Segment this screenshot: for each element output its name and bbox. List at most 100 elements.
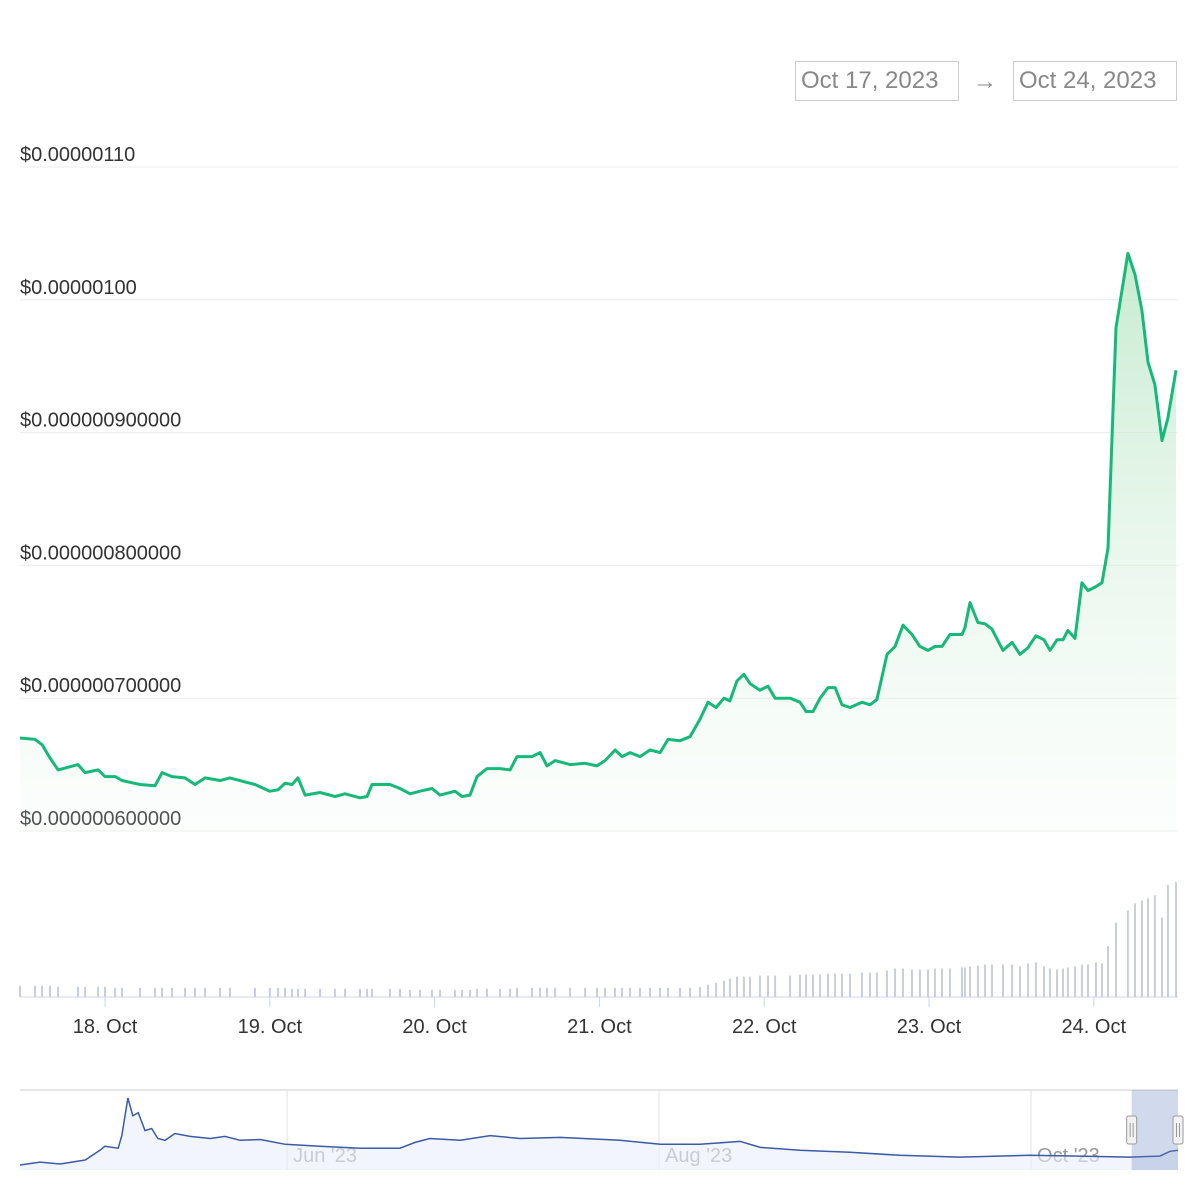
volume-bar	[620, 987, 623, 997]
volume-bar	[430, 989, 433, 997]
range-start-input[interactable]: Oct 17, 2023	[795, 61, 959, 101]
navigator-handle[interactable]	[1172, 1115, 1184, 1145]
volume-bar	[901, 968, 904, 997]
volume-bar	[976, 965, 979, 997]
y-tick-label: $0.00000100	[20, 277, 137, 299]
volume-bar	[758, 975, 761, 997]
y-tick-label: $0.000000700000	[20, 675, 181, 697]
volume-bar	[819, 974, 822, 997]
volume-bar	[366, 988, 369, 997]
volume-bar	[1166, 885, 1169, 997]
volume-bar	[204, 987, 207, 997]
volume-bar	[649, 987, 652, 997]
volume-bar	[894, 968, 897, 997]
volume-bar	[659, 987, 662, 997]
volume-bar	[722, 980, 725, 997]
range-end-input[interactable]: Oct 24, 2023	[1013, 61, 1177, 101]
volume-bar	[1115, 922, 1118, 997]
volume-bar	[153, 987, 156, 997]
volume-bar	[614, 987, 617, 997]
volume-bar	[1133, 903, 1136, 997]
volume-bar	[277, 987, 280, 997]
volume-bar	[469, 989, 472, 997]
volume-bar	[399, 988, 402, 997]
y-tick-label: $0.00000110	[20, 144, 135, 166]
volume-bar	[960, 967, 963, 997]
navigator-area	[20, 1098, 1178, 1170]
volume-bar	[1087, 964, 1090, 997]
volume-bar	[963, 967, 966, 997]
volume-bar	[584, 987, 587, 997]
volume-bar	[418, 989, 421, 997]
volume-bar	[911, 969, 914, 997]
volume-bar	[97, 986, 100, 997]
volume-bar	[707, 984, 710, 997]
volume-bar	[1061, 968, 1064, 997]
volume-bar	[736, 976, 739, 997]
volume-bar	[114, 987, 117, 997]
volume-bar	[666, 987, 669, 997]
navigator-handle[interactable]	[1126, 1115, 1138, 1145]
volume-bar	[304, 988, 307, 997]
volume-bar	[715, 982, 718, 997]
volume-bar	[291, 988, 294, 997]
x-tick-label: 20. Oct	[402, 1016, 467, 1038]
volume-bar	[509, 988, 512, 997]
volume-bar	[84, 986, 87, 997]
volume-bar	[183, 987, 186, 997]
volume-bar	[1147, 898, 1150, 997]
volume-bar	[194, 987, 197, 997]
volume-bar	[138, 987, 141, 997]
x-tick-label: 18. Oct	[73, 1016, 138, 1038]
x-tick-label: 24. Oct	[1062, 1016, 1127, 1038]
volume-bar	[984, 964, 987, 997]
volume-bar	[1153, 895, 1156, 997]
volume-bar	[1080, 964, 1083, 997]
volume-bar	[297, 988, 300, 997]
volume-bar	[1106, 946, 1109, 997]
volume-bar	[1074, 966, 1077, 997]
volume-bar	[927, 969, 930, 997]
price-line	[19, 251, 1178, 800]
volume-bar	[343, 988, 346, 997]
volume-bar	[1126, 910, 1129, 997]
volume-bar	[121, 987, 124, 997]
volume-bar	[486, 988, 489, 997]
volume-bar	[789, 975, 792, 997]
x-tick-label: 21. Oct	[567, 1016, 632, 1038]
volume-bar	[454, 989, 457, 997]
volume-bar	[539, 987, 542, 997]
navigator-line	[19, 1097, 1179, 1166]
range-separator: →	[973, 68, 997, 95]
volume-bar	[1018, 966, 1021, 997]
area-fill	[20, 253, 1176, 832]
volume-bar	[554, 987, 557, 997]
volume-bar	[826, 973, 829, 997]
volume-bar	[638, 987, 641, 997]
volume-bar	[1056, 969, 1059, 997]
volume-bar	[475, 988, 478, 997]
volume-bar	[969, 966, 972, 997]
volume-bar	[1027, 963, 1030, 997]
volume-bar	[171, 987, 174, 997]
volume-bar	[334, 988, 337, 997]
volume-bar	[941, 968, 944, 997]
volume-bar	[948, 968, 951, 997]
volume-bar	[834, 973, 837, 997]
volume-bar	[388, 988, 391, 997]
volume-bar	[268, 987, 271, 997]
volume-bar	[742, 976, 745, 997]
volume-bar	[104, 986, 107, 997]
navigator-selection	[1131, 1090, 1178, 1170]
volume-bar	[1066, 967, 1069, 997]
volume-bar	[689, 987, 692, 997]
volume-bar	[798, 974, 801, 997]
x-tick-label: 23. Oct	[897, 1016, 962, 1038]
volume-bar	[219, 987, 222, 997]
volume-bar	[1140, 900, 1143, 997]
volume-bar	[805, 974, 808, 997]
volume-bar	[678, 987, 681, 997]
volume-bar	[283, 987, 286, 997]
volume-bar	[57, 986, 60, 997]
